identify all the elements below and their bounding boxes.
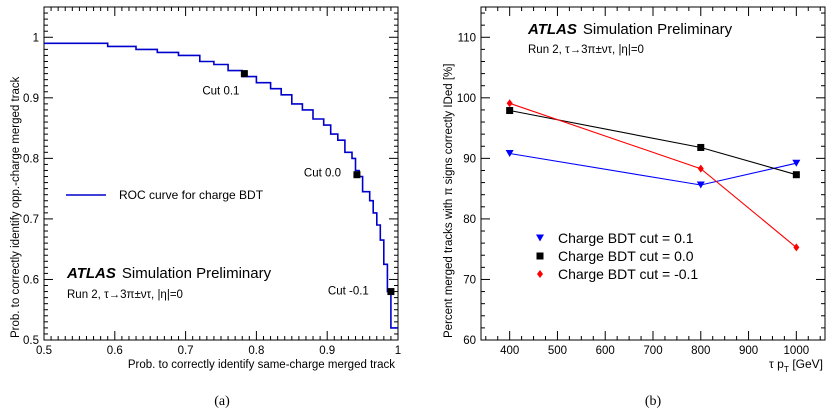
roc-y-tick-label: 0.7 (23, 214, 39, 226)
roc-y-tick-label: 1 (33, 32, 39, 44)
percent-y-tick-label: 80 (463, 214, 476, 226)
roc-cut-label: Cut 0.0 (304, 168, 341, 180)
percent-data-point (505, 150, 514, 158)
roc-x-tick-label: 0.9 (319, 345, 335, 357)
percent-axes: 400 500 600 700 800 900 1000 60 70 80 90 100 110 (457, 7, 825, 357)
percent-data-point (792, 171, 800, 179)
percent-legend-label: Charge BDT cut = 0.1 (558, 230, 694, 246)
roc-x-axis-label: Prob. to correctly identify same-charge … (128, 359, 395, 371)
percent-data-point (793, 243, 800, 252)
roc-y-tick-label: 0.5 (23, 335, 39, 347)
roc-x-tick-label: 0.7 (178, 345, 194, 357)
roc-x-tick-label: 0.8 (248, 345, 264, 357)
percent-x-tick-label: 1000 (784, 345, 810, 357)
roc-atlas-label: ATLAS Simulation Preliminary (66, 265, 272, 282)
roc-panel: 0.5 0.6 0.7 0.8 0.9 1 0.5 0.6 0.7 0.8 0.9 1 Cut 0.1… (10, 6, 401, 409)
percent-info-text: Run 2, τ→3π±ντ, |η|=0 (528, 44, 644, 56)
roc-atlas-word: ATLAS (66, 265, 116, 282)
percent-y-tick-label: 110 (458, 32, 476, 44)
percent-y-tick-label: 90 (463, 153, 476, 165)
percent-x-axis-label: τ pT [GeV] (769, 357, 823, 374)
percent-legend-label: Charge BDT cut = -0.1 (558, 266, 698, 282)
percent-legend-marker (537, 270, 543, 278)
percent-series-line (509, 109, 797, 176)
roc-cut-marker (240, 70, 248, 78)
percent-atlas-sub: Simulation Preliminary (583, 21, 733, 38)
percent-atlas-word: ATLAS (527, 21, 577, 38)
panel-label-b: (b) (645, 394, 662, 409)
roc-cut-markers: Cut 0.1 Cut 0.0 Cut -0.1 (202, 70, 395, 298)
percent-legend-label: Charge BDT cut = 0.0 (558, 248, 694, 264)
panel-label-a: (a) (214, 394, 230, 409)
percent-series-line (509, 152, 797, 186)
percent-y-tick-label: 70 (463, 274, 476, 286)
percent-y-tick-label: 60 (463, 335, 476, 347)
percent-plot-frame (480, 6, 826, 341)
percent-data-point (697, 143, 705, 151)
percent-legend: Charge BDT cut = 0.1 Charge BDT cut = 0.0… (536, 230, 698, 282)
percent-x-tick-label: 700 (643, 345, 662, 357)
roc-cut-label: Cut 0.1 (202, 86, 239, 98)
percent-series-line (509, 102, 797, 248)
roc-cut-label: Cut -0.1 (328, 286, 369, 298)
percent-series (505, 99, 801, 252)
percent-data-point (697, 164, 704, 173)
percent-x-tick-label: 800 (691, 345, 710, 357)
percent-legend-marker (536, 234, 544, 242)
roc-info-text: Run 2, τ→3π±ντ, |η|=0 (67, 289, 183, 301)
roc-x-tick-label: 0.6 (107, 345, 123, 357)
percent-data-point (506, 99, 513, 108)
roc-x-tick-label: 1 (395, 345, 401, 357)
percent-panel: 400 500 600 700 800 900 1000 60 70 80 90 100 110 τ p… (443, 6, 826, 409)
roc-y-axis-label: Prob. to correctly identify opp.-charge … (10, 76, 22, 338)
roc-atlas-sub: Simulation Preliminary (122, 265, 272, 282)
roc-x-tick-label: 0.5 (36, 345, 52, 357)
roc-y-tick-label: 0.6 (23, 274, 39, 286)
percent-legend-marker (536, 252, 544, 260)
roc-cut-marker (387, 288, 395, 296)
roc-curve-line (44, 42, 398, 329)
roc-legend-label: ROC curve for charge BDT (119, 188, 264, 202)
roc-y-tick-label: 0.9 (23, 93, 39, 105)
roc-axes: 0.5 0.6 0.7 0.8 0.9 1 0.5 0.6 0.7 0.8 0.9 1 (23, 6, 401, 357)
percent-x-tick-label: 900 (739, 345, 758, 357)
percent-x-tick-label: 400 (500, 345, 519, 357)
roc-y-tick-label: 0.8 (23, 153, 39, 165)
percent-data-point (696, 181, 705, 189)
percent-x-tick-label: 600 (596, 345, 615, 357)
percent-y-axis-label: Percent merged tracks with π signs corre… (443, 64, 455, 338)
percent-data-point (792, 159, 801, 167)
roc-curve (44, 42, 398, 329)
percent-y-tick-label: 100 (457, 93, 476, 105)
percent-atlas-label: ATLAS Simulation Preliminary (527, 21, 733, 38)
percent-data-point (506, 107, 514, 115)
roc-cut-marker (353, 171, 361, 179)
percent-x-tick-label: 500 (548, 345, 567, 357)
